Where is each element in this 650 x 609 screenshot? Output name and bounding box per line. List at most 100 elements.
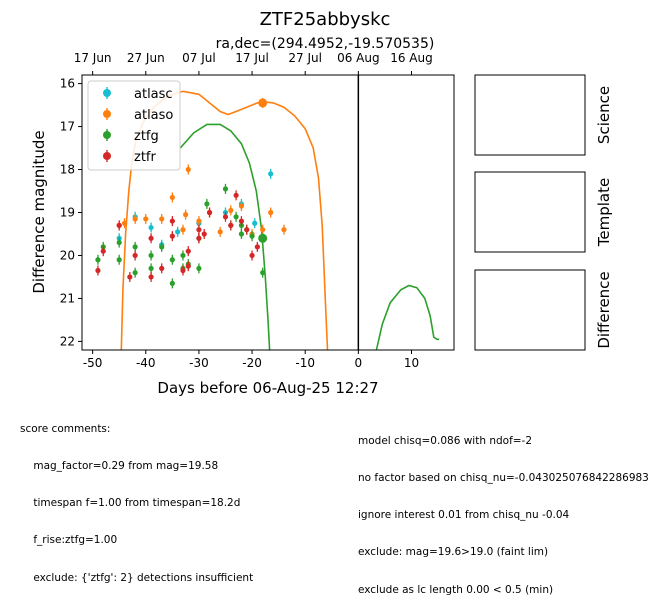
data-point-ztfr (95, 267, 101, 274)
data-point-atlaso (185, 166, 191, 173)
comment-line: no factor based on chisq_nu=-0.043025076… (358, 472, 649, 485)
data-point-ztfg (196, 265, 202, 271)
data-point-ztfr (244, 227, 250, 233)
data-point-atlaso (238, 203, 245, 209)
data-point-ztfr (185, 263, 191, 269)
data-point-ztfg (169, 257, 175, 263)
chart-subtitle: ra,dec=(294.4952,-19.570535) (216, 36, 435, 52)
difference-label: Difference (595, 271, 613, 348)
y-tick-label: 20 (60, 248, 75, 262)
data-point-atlaso (143, 216, 149, 222)
comment-line: exclude: {'ztfg': 2} detections insuffic… (20, 571, 254, 584)
x-tick-label: -50 (83, 356, 103, 370)
data-point-ztfg (204, 201, 210, 207)
data-point-ztfr (132, 252, 138, 259)
template-panel (474, 171, 586, 253)
data-point-ztfg (260, 270, 266, 276)
data-point-atlasc (175, 229, 181, 235)
top-tick-label: 17 Jun (74, 51, 112, 65)
data-point-ztfg (159, 244, 165, 250)
x-tick-label: -10 (295, 356, 315, 370)
legend-marker (103, 131, 111, 139)
y-tick-label: 17 (60, 120, 75, 134)
data-point-atlaso (121, 220, 128, 226)
y-tick-label: 19 (60, 206, 75, 220)
legend-marker (103, 152, 111, 160)
data-point-ztfr (169, 233, 175, 239)
comment-line: exclude: mag=19.6>19.0 (faint lim) (358, 546, 549, 559)
legend-label: atlasc (134, 87, 173, 102)
template-label: Template (595, 178, 613, 247)
x-tick-label: -20 (242, 356, 262, 370)
top-tick-label: 07 Jul (182, 51, 216, 65)
legend-label: ztfr (134, 150, 156, 165)
comment-line: timespan f=1.00 from timespan=18.2d (20, 497, 241, 510)
data-point-ztfr (201, 231, 207, 237)
data-point-atlasc (148, 224, 154, 231)
comment-line: exclude as lc length 0.00 < 0.5 (min) (358, 583, 554, 596)
data-point-ztfg (116, 257, 122, 263)
data-point-ztfr (180, 267, 186, 274)
data-point-ztfr (116, 222, 122, 228)
y-tick-label: 22 (60, 334, 75, 348)
data-point-ztfg (148, 265, 154, 271)
legend-marker (103, 89, 111, 97)
model-curve-ztfg (179, 123, 271, 351)
x-tick-label: 10 (404, 356, 419, 370)
comment-line: mag_factor=0.29 from mag=19.58 (20, 460, 219, 473)
comment-line: ignore interest 0.01 from chisq_nu -0.04 (358, 509, 570, 522)
data-point-ztfg (222, 186, 229, 192)
data-point-ztfr (233, 192, 239, 198)
comment-line: model chisq=0.086 with ndof=-2 (358, 434, 533, 447)
x-tick-label: -40 (136, 356, 156, 370)
data-point-atlasc (268, 171, 274, 177)
data-point-ztfr (206, 209, 213, 216)
data-point-atlaso (183, 212, 189, 218)
legend-marker (103, 110, 111, 118)
x-tick-label: 0 (355, 356, 363, 370)
data-point-ztfg (249, 233, 255, 239)
data-point-atlasc (252, 220, 258, 226)
data-point-ztfr (100, 248, 106, 254)
difference-panel (474, 269, 586, 351)
latest-point-ztfg (258, 233, 268, 243)
top-tick-label: 06 Aug (337, 51, 380, 65)
data-point-atlaso (196, 218, 202, 224)
science-panel (474, 74, 586, 156)
data-point-atlaso (132, 216, 138, 222)
top-tick-label: 27 Jul (288, 51, 322, 65)
legend: atlasc atlaso ztfg ztfr (87, 80, 181, 171)
data-point-ztfr (185, 248, 191, 254)
data-point-ztfr (249, 252, 255, 259)
y-tick-label: 16 (60, 77, 75, 91)
legend-box (87, 80, 181, 171)
y-tick-label: 18 (60, 163, 75, 177)
x-tick-label: -30 (189, 356, 209, 370)
data-point-ztfr (148, 274, 154, 280)
x-axis-label: Days before 06-Aug-25 12:27 (157, 379, 378, 397)
y-axis-label: Difference magnitude (30, 130, 48, 293)
comment-line: f_rise:ztfg=1.00 (20, 534, 118, 547)
data-point-ztfg (233, 214, 239, 220)
comment-line: score comments: (20, 422, 111, 435)
data-point-ztfr (228, 222, 234, 228)
data-point-ztfr (254, 244, 260, 250)
data-point-atlaso (228, 207, 234, 213)
model-curve-ztfg (375, 284, 440, 351)
data-point-atlaso (260, 227, 266, 233)
data-point-atlaso (217, 229, 223, 235)
science-label: Science (595, 86, 613, 144)
y-tick-label: 21 (60, 291, 75, 305)
model-comments: model chisq=0.086 with ndof=-2 no factor… (358, 410, 650, 609)
top-tick-label: 16 Aug (390, 51, 433, 65)
latest-point-atlaso (258, 98, 268, 108)
data-point-ztfg (180, 252, 186, 259)
data-point-atlaso (268, 209, 274, 216)
data-point-ztfr (127, 274, 133, 280)
data-point-ztfg (132, 244, 138, 250)
axes: -50 -40 -30 -20 -10 0 10 17 Jun 27 Jun 07 Jul 17 J… (60, 51, 433, 370)
data-point-ztfg (116, 239, 122, 246)
light-curve-figure: ZTF25abbyskc ra,dec=(294.4952,-19.570535… (30, 9, 613, 397)
data-point-ztfr (148, 235, 154, 241)
data-point-ztfg (169, 280, 175, 286)
